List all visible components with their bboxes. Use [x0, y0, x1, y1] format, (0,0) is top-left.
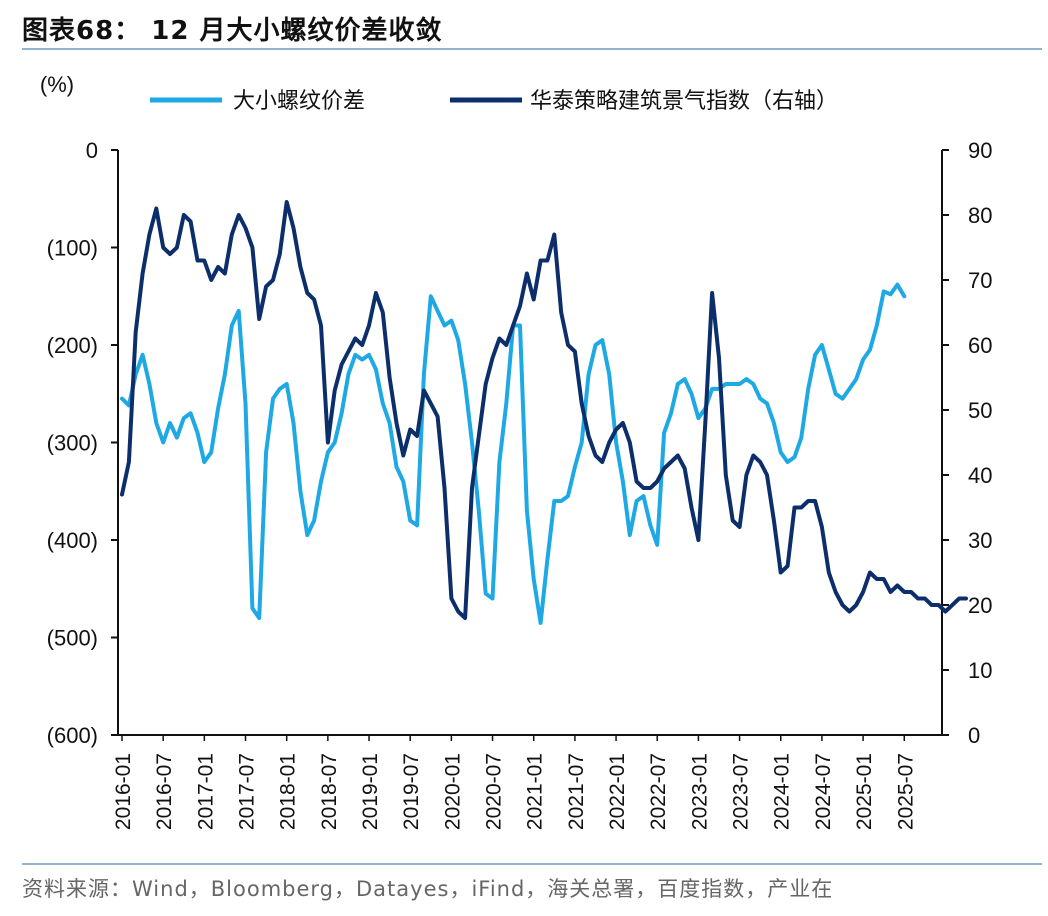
- legend-label-0: 大小螺纹价差: [233, 88, 365, 113]
- left-tick-label: 0: [86, 138, 98, 163]
- right-tick-label: 10: [968, 658, 992, 683]
- left-tick-label: (300): [47, 431, 98, 456]
- right-tick-label: 40: [968, 463, 992, 488]
- left-tick-label: (100): [47, 236, 98, 261]
- x-tick-label: 2021-07: [565, 753, 588, 830]
- plot-frame: [117, 150, 943, 736]
- x-tick-label: 2025-07: [894, 753, 917, 830]
- left-tick-label: (500): [47, 626, 98, 651]
- x-tick-label: 2016-01: [112, 753, 135, 830]
- x-tick-label: 2022-01: [606, 753, 629, 830]
- source-rule: [22, 863, 1042, 865]
- x-axis: 2016-01 2016-07 2017-01 2017-07 2018-01 2018-…: [112, 735, 917, 830]
- left-tick-label: (600): [47, 723, 98, 748]
- x-tick-label: 2025-01: [853, 753, 876, 830]
- x-tick-label: 2017-01: [194, 753, 217, 830]
- legend: 大小螺纹价差 华泰策略建筑景气指数（右轴）: [150, 88, 838, 113]
- legend-label-1: 华泰策略建筑景气指数（右轴）: [530, 88, 838, 113]
- right-tick-label: 90: [968, 138, 992, 163]
- right-axis: 0 10 20 30 40 50 60 70 80 90: [942, 138, 992, 748]
- title-rule: [22, 48, 1042, 50]
- x-tick-label: 2022-07: [647, 753, 670, 830]
- figure-title: 图表68： 12 月大小螺纹价差收敛: [22, 16, 443, 46]
- right-tick-label: 70: [968, 268, 992, 293]
- x-tick-label: 2019-07: [400, 753, 423, 830]
- series-layer: [120, 200, 968, 625]
- x-tick-label: 2018-07: [318, 753, 341, 830]
- right-tick-label: 80: [968, 203, 992, 228]
- right-tick-label: 30: [968, 528, 992, 553]
- x-tick-label: 2021-01: [524, 753, 547, 830]
- x-tick-label: 2023-07: [730, 753, 753, 830]
- right-tick-label: 20: [968, 593, 992, 618]
- x-tick-label: 2024-07: [812, 753, 835, 830]
- x-tick-label: 2018-01: [277, 753, 300, 830]
- x-tick-label: 2020-01: [441, 753, 464, 830]
- left-axis-unit-label: (%): [40, 72, 74, 97]
- spread-series-line: [120, 282, 907, 625]
- x-tick-label: 2023-01: [688, 753, 711, 830]
- x-tick-label: 2020-07: [483, 753, 506, 830]
- left-tick-label: (400): [47, 528, 98, 553]
- left-axis: 0 (100) (200) (300) (400) (500) (600): [47, 138, 118, 748]
- x-tick-label: 2016-07: [153, 753, 176, 830]
- source-note: 资料来源：Wind，Bloomberg，Datayes，iFind，海关总署，百…: [22, 877, 834, 901]
- right-tick-label: 50: [968, 398, 992, 423]
- x-tick-label: 2019-01: [359, 753, 382, 830]
- right-tick-label: 60: [968, 333, 992, 358]
- left-tick-label: (200): [47, 333, 98, 358]
- right-tick-label: 0: [968, 723, 980, 748]
- x-tick-label: 2017-07: [236, 753, 259, 830]
- x-tick-label: 2024-01: [771, 753, 794, 830]
- index-series-line: [120, 200, 968, 620]
